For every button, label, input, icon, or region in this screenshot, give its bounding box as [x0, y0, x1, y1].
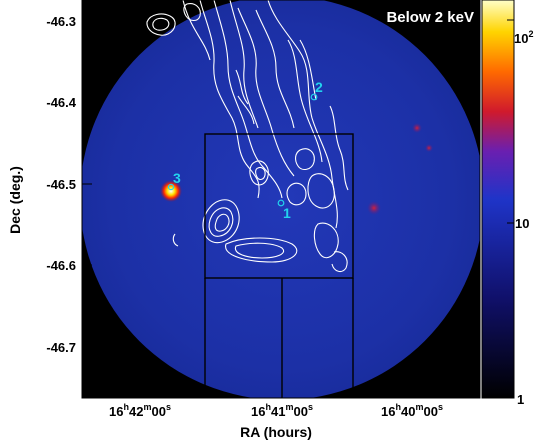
- colorbar-frame: [481, 0, 515, 399]
- x-tick-label: 16h41m00s: [251, 402, 313, 419]
- colorbar: [482, 0, 514, 398]
- y-tick-label: -46.7: [46, 340, 76, 355]
- y-tick-label: -46.3: [46, 14, 76, 29]
- colorbar-label-100: 102: [514, 29, 533, 46]
- radio-contours: [146, 0, 349, 273]
- y-axis-ticks: [82, 20, 92, 348]
- source-marker-3: [167, 183, 175, 191]
- y-tick-label: -46.6: [46, 258, 76, 273]
- source-marker-2: [310, 93, 318, 101]
- colorbar-label-10: 10: [515, 216, 529, 231]
- warm-spot-northeast-2: [425, 144, 433, 152]
- source-label-1: 1: [283, 205, 291, 221]
- y-tick-label: -46.5: [46, 177, 76, 192]
- x-axis-title: RA (hours): [240, 424, 312, 440]
- warm-spot-east: [367, 201, 381, 215]
- y-axis-title: Dec (deg.): [7, 166, 23, 234]
- y-tick-label: -46.4: [46, 95, 76, 110]
- bright-source-3: [160, 180, 182, 202]
- x-axis-ticks: [139, 388, 425, 398]
- panel-label: Below 2 keV: [386, 9, 474, 26]
- colorbar-ticks: [507, 19, 514, 398]
- colorbar-label-1: 1: [517, 392, 524, 407]
- x-tick-label: 16h40m00s: [381, 402, 443, 419]
- field-of-view-disk: [82, 0, 480, 398]
- x-tick-label: 16h42m00s: [109, 402, 171, 419]
- source-markers: [167, 93, 318, 207]
- source-label-3: 3: [173, 170, 181, 186]
- plot-frame: [81, 0, 481, 399]
- warm-spot-northeast: [412, 123, 422, 133]
- region-box: [204, 133, 354, 398]
- source-label-2: 2: [315, 79, 323, 95]
- source-marker-1: [277, 199, 285, 207]
